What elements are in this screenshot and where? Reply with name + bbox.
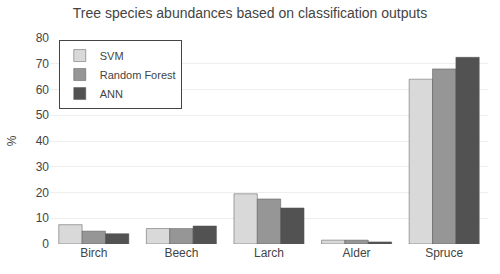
svg-text:Tree species abundances based: Tree species abundances based on classif… [73,5,427,21]
svg-text:10: 10 [36,211,50,225]
svg-text:Birch: Birch [80,246,107,260]
svg-text:30: 30 [36,160,50,174]
svg-text:Beech: Beech [164,246,198,260]
svg-text:ANN: ANN [100,88,123,100]
svg-text:%: % [5,135,19,146]
svg-text:70: 70 [36,57,50,71]
svg-text:80: 80 [36,31,50,45]
svg-text:SVM: SVM [100,50,124,62]
svg-text:60: 60 [36,83,50,97]
svg-text:40: 40 [36,134,50,148]
svg-text:0: 0 [42,237,49,251]
svg-text:Alder: Alder [343,246,371,260]
svg-text:Larch: Larch [254,246,284,260]
svg-text:20: 20 [36,186,50,200]
svg-text:50: 50 [36,108,50,122]
svg-text:Random Forest: Random Forest [100,69,176,81]
svg-text:Spruce: Spruce [425,246,463,260]
